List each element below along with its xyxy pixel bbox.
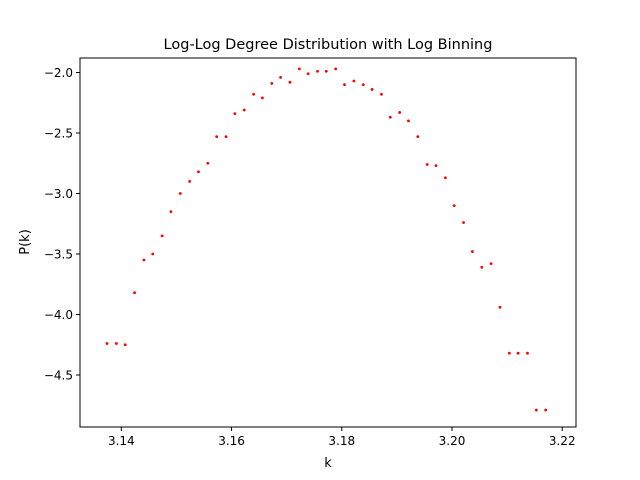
data-point-32	[398, 111, 402, 114]
data-point-27	[352, 79, 356, 83]
data-point-26	[343, 83, 346, 87]
data-points	[105, 67, 548, 412]
data-point-8	[178, 192, 182, 195]
data-point-35	[425, 163, 429, 166]
data-point-47	[534, 408, 538, 412]
data-point-25	[334, 67, 338, 71]
x-tick-label-3: 3.20	[439, 434, 466, 448]
data-point-0	[105, 342, 109, 345]
x-tick-label-1: 3.16	[218, 434, 245, 448]
y-axis-label: P(k)	[18, 229, 33, 255]
data-point-14	[233, 112, 237, 116]
data-point-22	[306, 72, 310, 76]
plot-area: 3.14 3.16 3.18 3.20 3.22 −2.0 −2.5 −3.0 −3.5 −4.…	[44, 57, 577, 448]
y-tick-label-0: −2.0	[44, 66, 73, 80]
x-tick-label-2: 3.18	[328, 434, 355, 448]
data-point-12	[215, 135, 219, 139]
data-point-20	[288, 80, 292, 84]
data-point-44	[507, 351, 511, 355]
data-point-39	[462, 221, 465, 224]
data-point-24	[324, 69, 328, 73]
data-point-36	[434, 164, 438, 168]
data-point-42	[489, 262, 493, 266]
data-point-28	[361, 83, 365, 87]
data-point-15	[242, 108, 246, 112]
data-point-2	[123, 343, 127, 347]
data-point-48	[544, 408, 548, 412]
data-point-40	[470, 250, 474, 253]
data-point-46	[526, 351, 529, 355]
data-point-1	[114, 342, 118, 345]
data-point-45	[516, 351, 520, 355]
data-point-13	[224, 135, 228, 139]
data-point-19	[279, 75, 282, 79]
y-axis-ticks: −2.0 −2.5 −3.0 −3.5 −4.0 −4.5	[44, 66, 80, 382]
data-point-6	[160, 234, 164, 238]
data-point-3	[133, 291, 136, 295]
data-point-10	[197, 170, 200, 174]
data-point-23	[316, 69, 319, 73]
data-point-5	[151, 252, 155, 256]
data-point-9	[188, 180, 192, 183]
x-axis-label: k	[324, 456, 332, 471]
data-point-31	[388, 115, 392, 119]
data-point-21	[297, 67, 301, 71]
x-tick-label-0: 3.14	[108, 434, 135, 448]
data-point-11	[206, 161, 210, 165]
y-tick-label-4: −4.0	[44, 308, 73, 322]
data-point-37	[443, 176, 447, 180]
y-tick-label-2: −3.0	[44, 187, 73, 201]
y-tick-label-1: −2.5	[44, 127, 73, 141]
data-point-16	[252, 92, 256, 96]
data-point-43	[498, 305, 502, 309]
chart-title: Log-Log Degree Distribution with Log Bin…	[164, 37, 493, 53]
data-point-30	[380, 92, 383, 96]
data-point-7	[169, 210, 173, 214]
data-point-33	[407, 119, 410, 123]
data-point-18	[270, 82, 274, 85]
data-point-29	[370, 88, 374, 91]
axes-frame	[79, 57, 577, 428]
data-point-34	[416, 135, 420, 139]
data-point-38	[452, 204, 456, 208]
x-tick-label-4: 3.22	[549, 434, 576, 448]
y-tick-label-3: −3.5	[44, 247, 73, 261]
y-tick-label-5: −4.5	[44, 368, 73, 382]
x-axis-ticks: 3.14 3.16 3.18 3.20 3.22	[108, 427, 576, 448]
data-point-17	[261, 96, 264, 100]
data-point-4	[142, 258, 146, 262]
data-point-41	[480, 265, 484, 269]
